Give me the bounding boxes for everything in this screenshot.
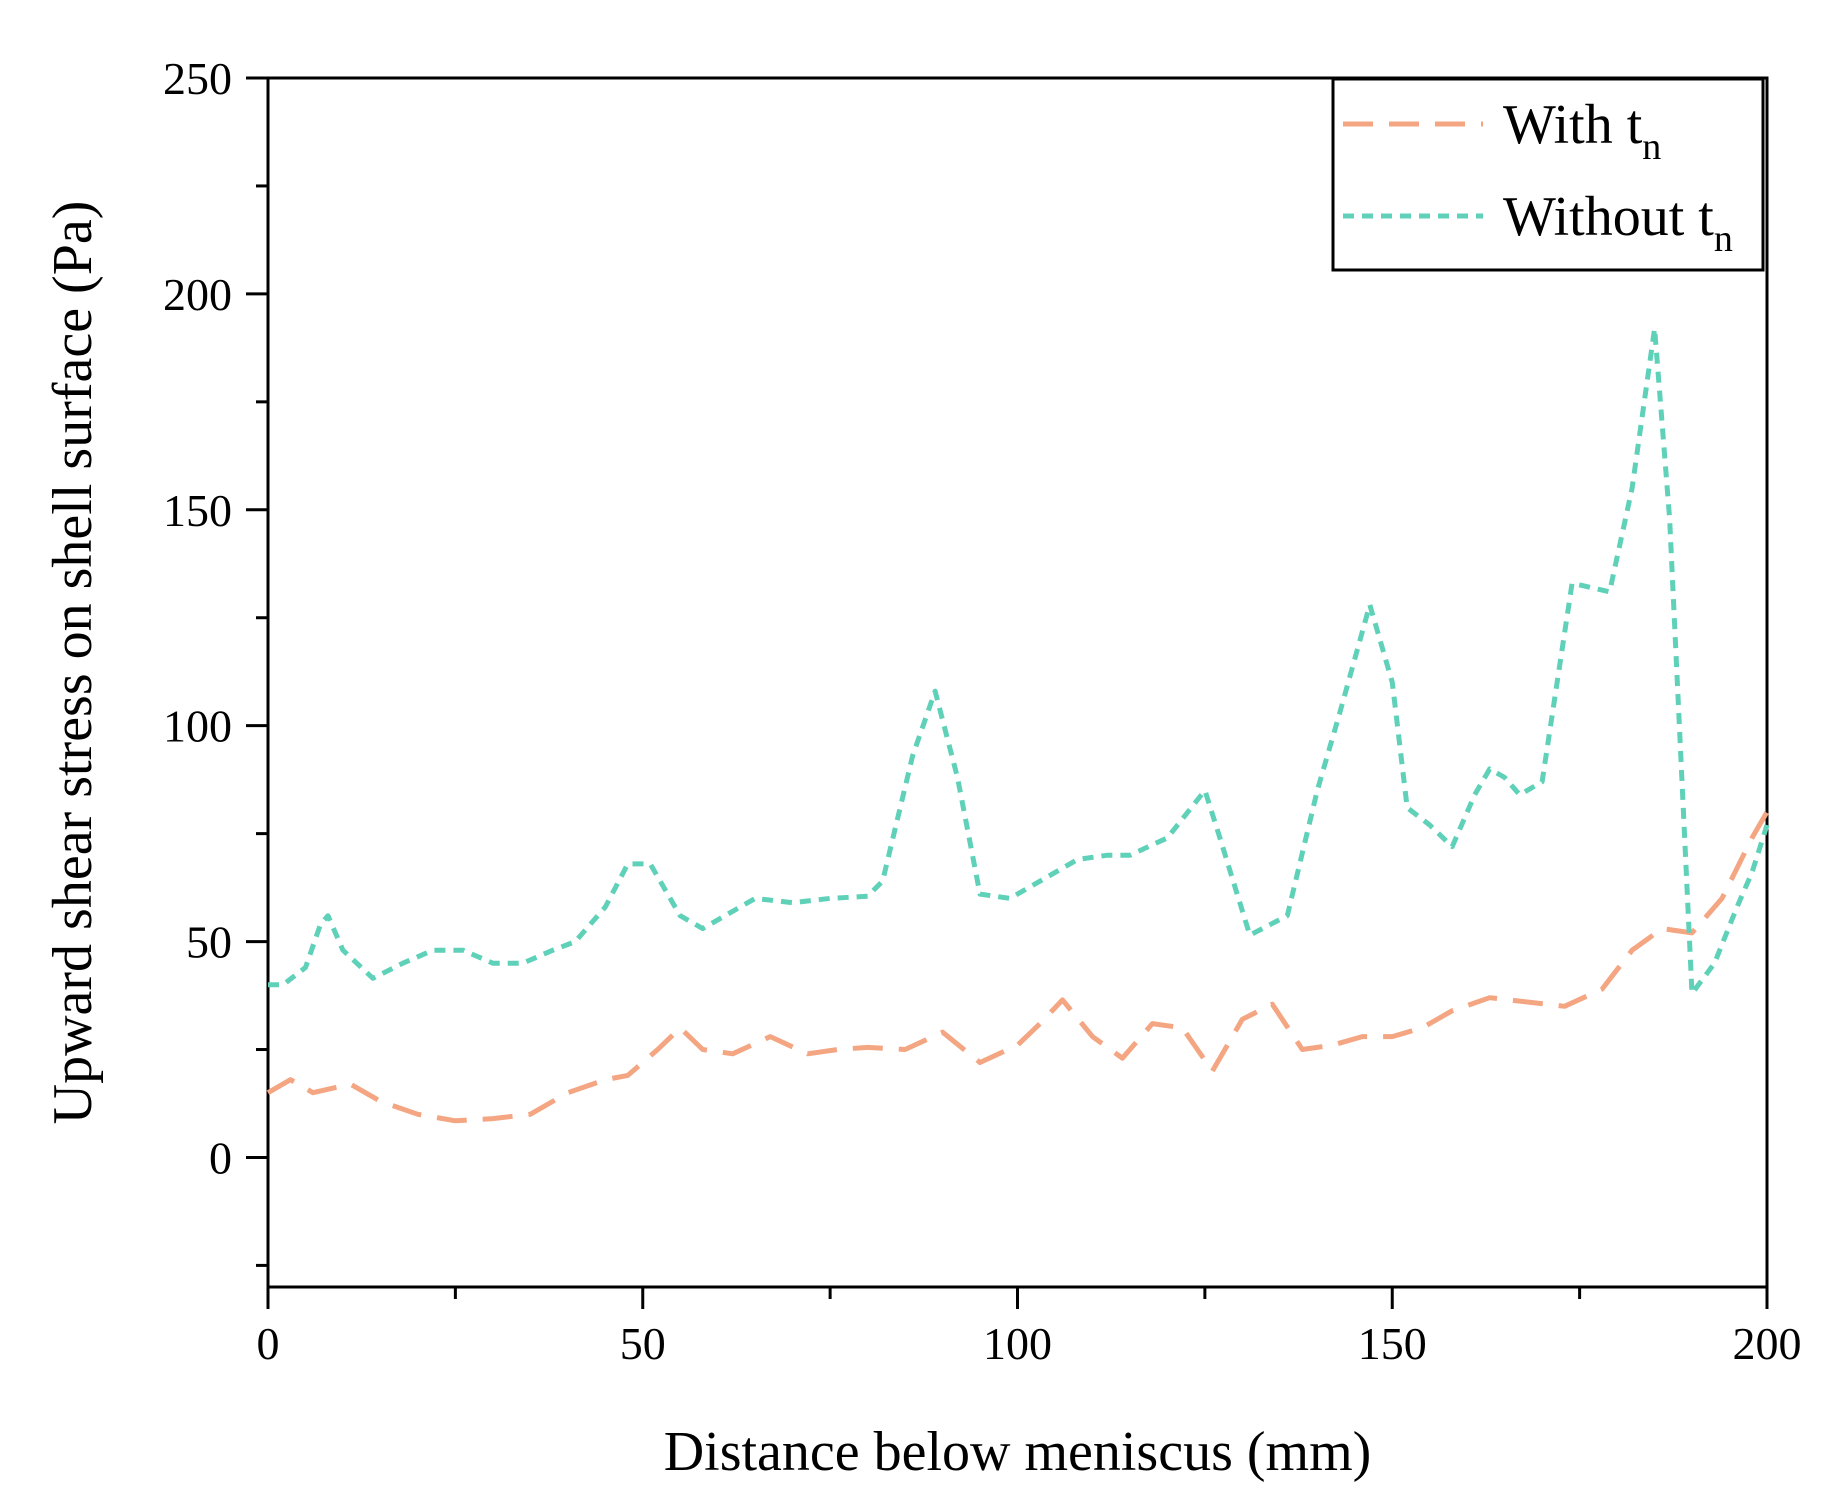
y-tick-label: 150 [163, 485, 232, 536]
x-tick-label: 200 [1733, 1318, 1802, 1369]
y-tick-label: 100 [163, 701, 232, 752]
y-tick-label: 250 [163, 53, 232, 104]
x-axis-label: Distance below meniscus (mm) [664, 1421, 1372, 1483]
axis-layer: 0 50 100 150 200 250 0 50 100 150 200 [163, 53, 1802, 1369]
series-line-without-tn [268, 325, 1770, 996]
legend-entry-subscript: n [1642, 126, 1661, 168]
legend-entry-without-tn: Without tn [1503, 186, 1733, 260]
legend-box [1331, 77, 1765, 272]
series-line-with-tn [266, 810, 1770, 1124]
x-tick-label: 50 [620, 1318, 666, 1369]
legend-entry-with-tn: With tn [1503, 94, 1661, 168]
x-tick-label: 150 [1358, 1318, 1427, 1369]
series-layer [266, 325, 1770, 1124]
legend-entry-subscript: n [1714, 218, 1733, 260]
legend-entry-text: Without t [1503, 186, 1714, 248]
y-tick-label: 0 [209, 1132, 232, 1183]
x-tick-label: 0 [257, 1318, 280, 1369]
y-tick-label: 200 [163, 269, 232, 320]
x-tick-label: 100 [983, 1318, 1052, 1369]
y-axis-label: Upward shear stress on shell surface (Pa… [42, 201, 104, 1125]
legend-entry-text: With t [1503, 94, 1643, 156]
y-tick-label: 50 [186, 917, 232, 968]
